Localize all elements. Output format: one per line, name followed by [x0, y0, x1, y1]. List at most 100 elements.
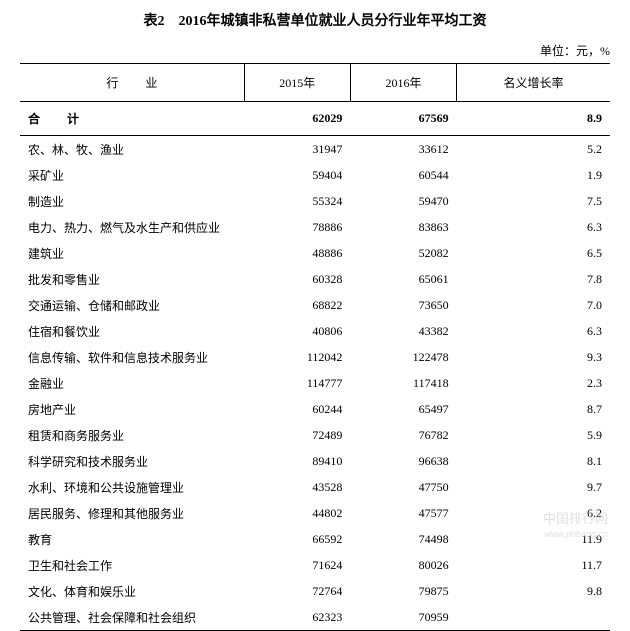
- total-label: 合 计: [20, 102, 244, 136]
- table-row: 金融业1147771174182.3: [20, 370, 610, 396]
- table-row: 租赁和商务服务业72489767825.9: [20, 422, 610, 448]
- value-2015: 60328: [244, 266, 350, 292]
- rate-cell: 1.9: [457, 162, 610, 188]
- header-2015: 2015年: [244, 64, 350, 102]
- header-row: 行 业 2015年 2016年 名义增长率: [20, 64, 610, 102]
- table-row: 农、林、牧、渔业31947336125.2: [20, 136, 610, 163]
- table-row: 住宿和餐饮业40806433826.3: [20, 318, 610, 344]
- value-2015: 112042: [244, 344, 350, 370]
- value-2015: 48886: [244, 240, 350, 266]
- rate-cell: 6.3: [457, 318, 610, 344]
- industry-cell: 房地产业: [20, 396, 244, 422]
- rate-cell: 6.3: [457, 214, 610, 240]
- value-2015: 62323: [244, 604, 350, 631]
- unit-label: 单位：元，%: [20, 42, 610, 59]
- total-2016: 67569: [350, 102, 456, 136]
- table-row: 水利、环境和公共设施管理业43528477509.7: [20, 474, 610, 500]
- value-2016: 117418: [350, 370, 456, 396]
- value-2016: 60544: [350, 162, 456, 188]
- header-industry: 行 业: [20, 64, 244, 102]
- rate-cell: 2.3: [457, 370, 610, 396]
- value-2016: 70959: [350, 604, 456, 631]
- header-2016: 2016年: [350, 64, 456, 102]
- industry-cell: 水利、环境和公共设施管理业: [20, 474, 244, 500]
- value-2015: 40806: [244, 318, 350, 344]
- table-row: 卫生和社会工作716248002611.7: [20, 552, 610, 578]
- header-rate: 名义增长率: [457, 64, 610, 102]
- industry-cell: 租赁和商务服务业: [20, 422, 244, 448]
- value-2016: 47750: [350, 474, 456, 500]
- value-2016: 65061: [350, 266, 456, 292]
- rate-cell: [457, 604, 610, 631]
- watermark-sub: www.phbang.cn: [544, 529, 608, 539]
- value-2015: 55324: [244, 188, 350, 214]
- value-2016: 122478: [350, 344, 456, 370]
- value-2016: 73650: [350, 292, 456, 318]
- industry-cell: 居民服务、修理和其他服务业: [20, 500, 244, 526]
- value-2015: 71624: [244, 552, 350, 578]
- value-2016: 33612: [350, 136, 456, 163]
- value-2016: 96638: [350, 448, 456, 474]
- total-2015: 62029: [244, 102, 350, 136]
- table-row: 居民服务、修理和其他服务业44802475776.2: [20, 500, 610, 526]
- rate-cell: 5.2: [457, 136, 610, 163]
- value-2015: 43528: [244, 474, 350, 500]
- industry-cell: 农、林、牧、渔业: [20, 136, 244, 163]
- table-row: 房地产业60244654978.7: [20, 396, 610, 422]
- value-2015: 60244: [244, 396, 350, 422]
- table-row: 科学研究和技术服务业89410966388.1: [20, 448, 610, 474]
- rate-cell: 7.8: [457, 266, 610, 292]
- table-row: 制造业55324594707.5: [20, 188, 610, 214]
- rate-cell: 9.7: [457, 474, 610, 500]
- table-row: 交通运输、仓储和邮政业68822736507.0: [20, 292, 610, 318]
- rate-cell: 7.5: [457, 188, 610, 214]
- industry-cell: 金融业: [20, 370, 244, 396]
- rate-cell: 7.0: [457, 292, 610, 318]
- table-row: 教育665927449811.9: [20, 526, 610, 552]
- value-2015: 114777: [244, 370, 350, 396]
- rate-cell: 8.7: [457, 396, 610, 422]
- rate-cell: 9.8: [457, 578, 610, 604]
- industry-cell: 建筑业: [20, 240, 244, 266]
- table-row: 信息传输、软件和信息技术服务业1120421224789.3: [20, 344, 610, 370]
- value-2016: 59470: [350, 188, 456, 214]
- total-row: 合 计 62029 67569 8.9: [20, 102, 610, 136]
- industry-cell: 文化、体育和娱乐业: [20, 578, 244, 604]
- table-body: 合 计 62029 67569 8.9 农、林、牧、渔业31947336125.…: [20, 102, 610, 631]
- table-row: 批发和零售业60328650617.8: [20, 266, 610, 292]
- total-rate: 8.9: [457, 102, 610, 136]
- value-2015: 89410: [244, 448, 350, 474]
- value-2016: 47577: [350, 500, 456, 526]
- industry-cell: 制造业: [20, 188, 244, 214]
- value-2015: 78886: [244, 214, 350, 240]
- value-2015: 31947: [244, 136, 350, 163]
- rate-cell: 8.1: [457, 448, 610, 474]
- industry-cell: 公共管理、社会保障和社会组织: [20, 604, 244, 631]
- salary-table: 行 业 2015年 2016年 名义增长率 合 计 62029 67569 8.…: [20, 63, 610, 631]
- rate-cell: 5.9: [457, 422, 610, 448]
- industry-cell: 交通运输、仓储和邮政业: [20, 292, 244, 318]
- value-2016: 80026: [350, 552, 456, 578]
- table-row: 文化、体育和娱乐业72764798759.8: [20, 578, 610, 604]
- table-row: 建筑业48886520826.5: [20, 240, 610, 266]
- table-row: 公共管理、社会保障和社会组织6232370959: [20, 604, 610, 631]
- industry-cell: 采矿业: [20, 162, 244, 188]
- value-2015: 44802: [244, 500, 350, 526]
- value-2016: 76782: [350, 422, 456, 448]
- value-2015: 68822: [244, 292, 350, 318]
- value-2015: 72764: [244, 578, 350, 604]
- value-2015: 66592: [244, 526, 350, 552]
- value-2016: 74498: [350, 526, 456, 552]
- value-2015: 72489: [244, 422, 350, 448]
- rate-cell: 9.3: [457, 344, 610, 370]
- industry-cell: 批发和零售业: [20, 266, 244, 292]
- industry-cell: 科学研究和技术服务业: [20, 448, 244, 474]
- value-2015: 59404: [244, 162, 350, 188]
- industry-cell: 电力、热力、燃气及水生产和供应业: [20, 214, 244, 240]
- rate-cell: 11.7: [457, 552, 610, 578]
- value-2016: 79875: [350, 578, 456, 604]
- industry-cell: 教育: [20, 526, 244, 552]
- value-2016: 65497: [350, 396, 456, 422]
- value-2016: 52082: [350, 240, 456, 266]
- table-row: 电力、热力、燃气及水生产和供应业78886838636.3: [20, 214, 610, 240]
